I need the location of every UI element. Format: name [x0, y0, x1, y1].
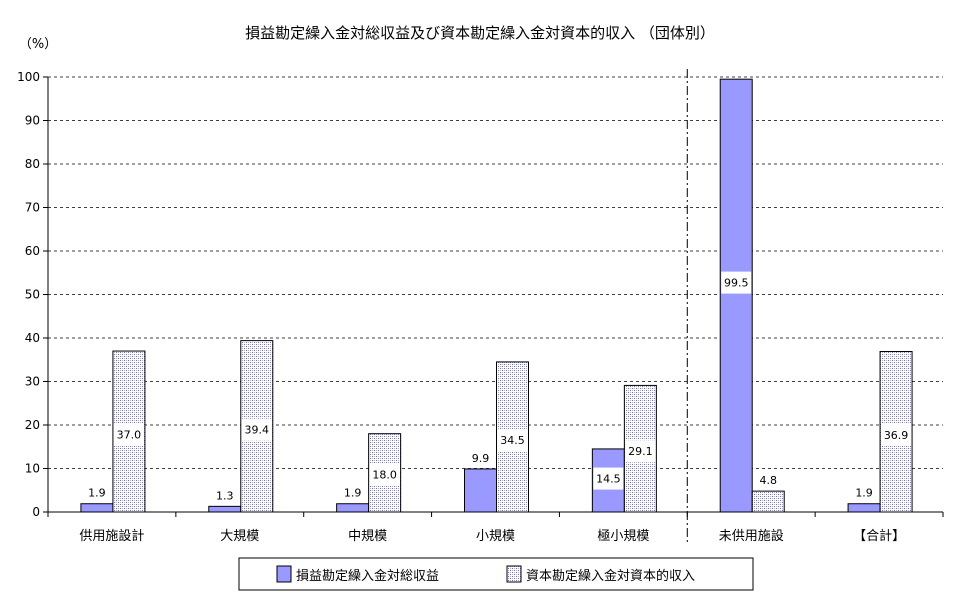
y-tick-label: 90 — [25, 114, 40, 128]
bar-value-label-series-2: 18.0 — [372, 468, 397, 481]
x-category-label: 未供用施設 — [719, 528, 784, 544]
y-tick-label: 0 — [32, 505, 40, 519]
bar-series-1 — [336, 503, 370, 513]
legend-label-series-2: 資本勘定繰入金対資本的収入 — [526, 568, 695, 584]
bar-label-bg — [369, 463, 400, 486]
y-tick-label: 20 — [25, 418, 40, 432]
y-tick-label: 40 — [25, 331, 40, 345]
bars — [80, 78, 913, 513]
bar-label-bg — [113, 423, 144, 446]
bar-value-label-series-1: 14.5 — [596, 473, 621, 486]
bar-series-1 — [719, 78, 753, 513]
x-axis: 供用施設計 大規模 中規模 小規模 極小規模 未供用施設 【合計】 — [47, 511, 944, 544]
bar-value-label-series-1: 1.3 — [216, 489, 234, 502]
bar-label-bg — [721, 271, 752, 294]
bar-series-1 — [847, 503, 881, 513]
bar-value-label-series-2: 34.5 — [500, 434, 525, 447]
bar-label-bg — [593, 467, 624, 490]
bar-value-labels: 1.9 37.0 1.3 39.4 1.9 18.0 9.9 34.5 14.5 29.1 99.5… — [88, 271, 912, 502]
y-tick-label: 30 — [25, 375, 40, 389]
y-axis: 0 10 20 30 40 50 60 70 80 90 100 — [17, 70, 49, 519]
bar-value-label-series-1: 1.9 — [344, 487, 362, 500]
y-tick-label: 50 — [25, 288, 40, 302]
bar-value-label-series-1: 99.5 — [724, 277, 749, 290]
bar-value-label-series-1: 9.9 — [472, 452, 490, 465]
legend-swatch-series-1 — [276, 565, 292, 583]
y-tick-label: 70 — [25, 201, 40, 215]
legend-label-series-1: 損益勘定繰入金対総収益 — [296, 568, 439, 584]
legend-box — [238, 557, 754, 591]
bar-value-label-series-1: 1.9 — [88, 487, 106, 500]
bar-label-bg — [625, 440, 656, 463]
bar-label-bg — [241, 418, 272, 441]
x-category-label: 極小規模 — [597, 528, 649, 544]
y-tick-label: 10 — [25, 462, 40, 476]
bar-value-label-series-1: 1.9 — [855, 487, 873, 500]
x-category-label: 大規模 — [220, 529, 259, 544]
legend: 損益勘定繰入金対総収益 資本勘定繰入金対資本的収入 — [238, 557, 754, 591]
y-tick-label: 60 — [25, 244, 40, 258]
gridlines — [48, 69, 943, 542]
bar-label-bg — [497, 428, 528, 451]
y-axis-unit-label: （%） — [19, 37, 57, 52]
bar-value-label-series-2: 39.4 — [245, 424, 270, 437]
bar-series-1 — [208, 505, 242, 513]
x-category-label: 中規模 — [348, 529, 387, 544]
bar-series-1 — [464, 468, 497, 513]
x-category-label: 【合計】 — [853, 528, 905, 544]
bar-value-label-series-2: 4.8 — [759, 474, 777, 487]
legend-swatch-series-2 — [506, 565, 522, 583]
y-tick-label: 80 — [25, 157, 40, 171]
y-tick-label: 100 — [17, 70, 40, 84]
bar-value-label-series-2: 37.0 — [117, 429, 142, 442]
bar-series-1 — [80, 503, 114, 513]
bar-value-label-series-2: 36.9 — [884, 429, 909, 442]
chart-title: 損益勘定繰入金対総収益及び資本勘定繰入金対資本的収入 （団体別） — [245, 24, 715, 42]
x-category-label: 小規模 — [476, 529, 515, 544]
bar-series-2 — [751, 490, 785, 513]
x-category-label: 供用施設計 — [79, 528, 144, 544]
bar-value-label-series-2: 29.1 — [628, 445, 653, 458]
bar-label-bg — [881, 423, 912, 446]
